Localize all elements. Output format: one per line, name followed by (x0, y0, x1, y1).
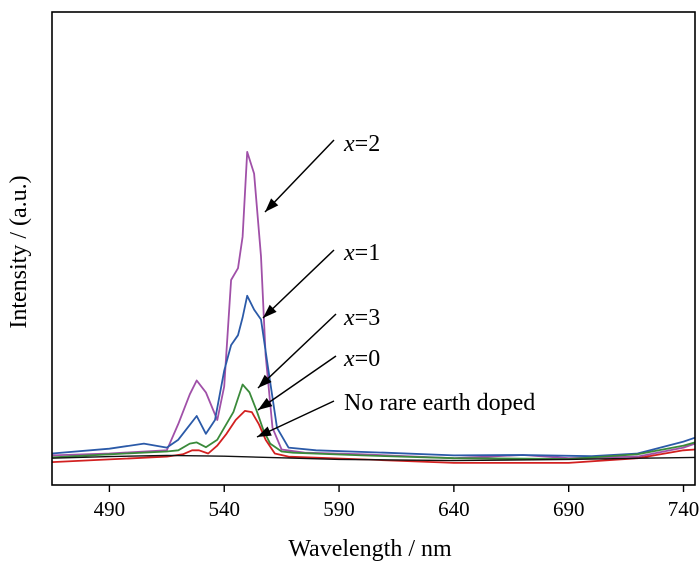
annotation-undoped: No rare earth doped (344, 390, 535, 416)
annotation-x2-var: x (343, 131, 355, 157)
x-tick-label: 540 (208, 497, 240, 521)
annotation-x0: x=0 (343, 346, 380, 372)
x-axis-label: Wavelength / nm (288, 536, 452, 562)
series-line-x1 (51, 294, 696, 458)
annotation-undoped-value: No rare earth doped (344, 390, 535, 416)
annotation-x0-var: x (343, 346, 355, 372)
x-tick-label: 490 (94, 497, 126, 521)
annotation-x1-var: x (343, 240, 355, 266)
arrowhead-x2 (265, 198, 279, 212)
annotation-x3: x=3 (343, 305, 380, 331)
annotation-x1: x=1 (343, 240, 380, 266)
arrow-line-undoped (256, 400, 335, 438)
series-line-undoped (51, 454, 696, 462)
annotations-group: x=2 x=1 x=3 x=0 No rare earth doped (343, 131, 535, 416)
annotation-arrows-group (256, 139, 337, 438)
x-tick-label: 690 (553, 497, 585, 521)
x-tick-label: 640 (438, 497, 470, 521)
annotation-x3-value: =3 (355, 305, 381, 331)
arrow-line-x1 (262, 249, 335, 319)
annotation-x2: x=2 (343, 131, 380, 157)
annotation-x2-value: =2 (355, 131, 381, 157)
arrowhead-undoped (257, 426, 272, 437)
arrowhead-x3 (258, 374, 272, 388)
annotation-x3-var: x (343, 305, 355, 331)
x-axis: 490 540 590 640 690 740 (94, 485, 700, 521)
arrow-line-x0 (257, 355, 337, 411)
arrow-line-x2 (264, 139, 335, 213)
x-tick-label: 590 (323, 497, 355, 521)
series-line-x3 (51, 383, 696, 460)
arrowhead-x0 (258, 397, 273, 410)
arrow-line-x3 (257, 313, 337, 389)
plot-frame (51, 11, 696, 486)
annotation-x0-value: =0 (355, 346, 381, 372)
arrowhead-x1 (263, 304, 277, 318)
y-axis-label: Intensity / (a.u.) (6, 175, 32, 328)
annotation-x1-value: =1 (355, 240, 381, 266)
plot-series-group (51, 150, 696, 464)
series-line-x0 (51, 409, 696, 464)
x-tick-label: 740 (668, 497, 700, 521)
